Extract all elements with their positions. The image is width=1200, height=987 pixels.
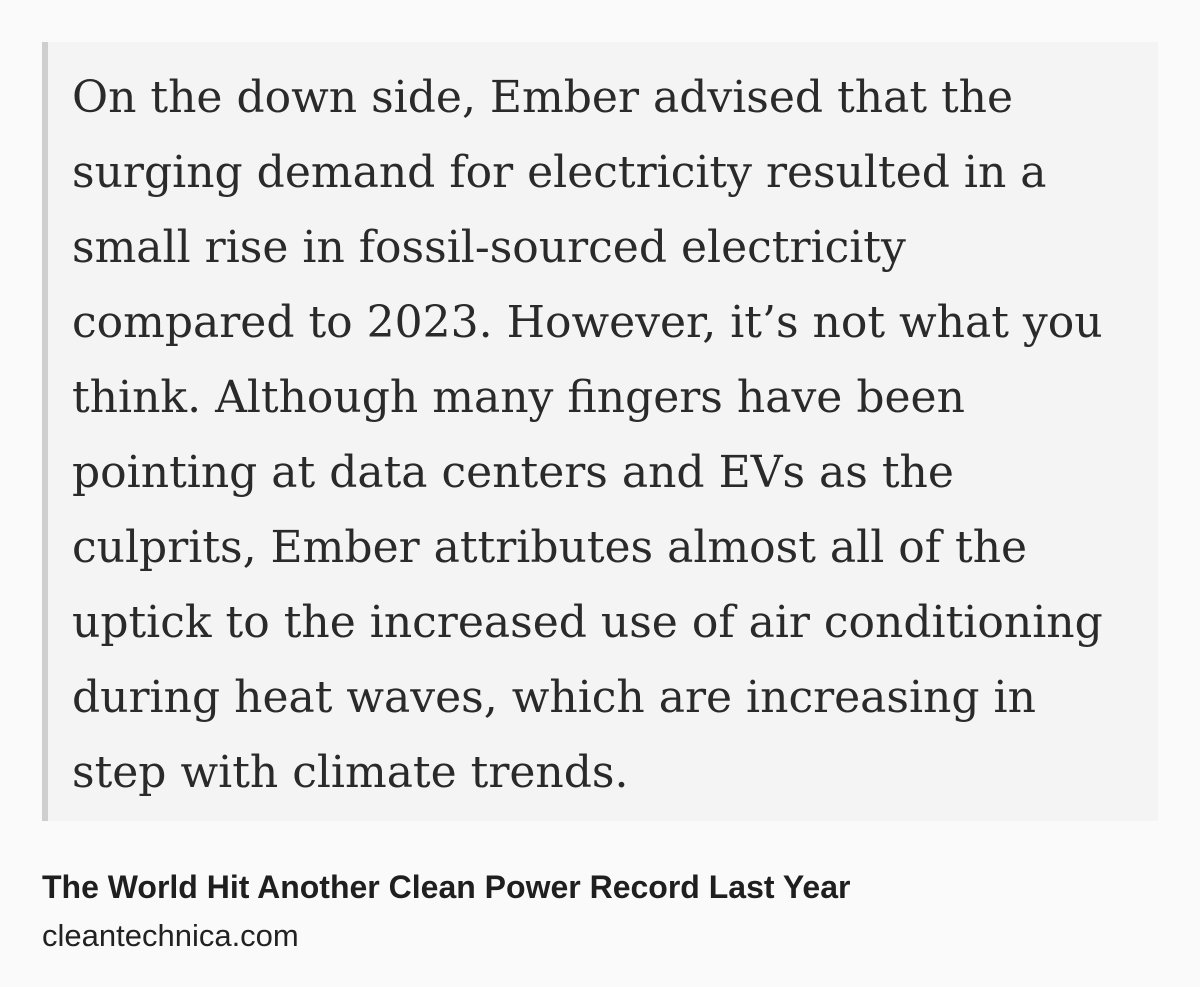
- link-preview[interactable]: The World Hit Another Clean Power Record…: [42, 866, 1158, 956]
- quote-line: step with climate trends.: [72, 747, 629, 798]
- quote-text: On the down side, Ember advised that the…: [72, 60, 1142, 810]
- quote-line: surging demand for electricity resulted …: [72, 147, 1047, 198]
- quote-line: compared to 2023. However, it’s not what…: [72, 297, 1103, 348]
- quote-line: pointing at data centers and EVs as the: [72, 447, 954, 498]
- quote-line: during heat waves, which are increasing …: [72, 672, 1036, 723]
- quote-line: culprits, Ember attributes almost all of…: [72, 522, 1028, 573]
- quote-line: uptick to the increased use of air condi…: [72, 597, 1103, 648]
- quote-line: think. Although many fingers have been: [72, 372, 965, 423]
- quote-line: small rise in fossil-sourced electricity: [72, 222, 906, 273]
- source-domain: cleantechnica.com: [42, 918, 299, 953]
- quote-line: On the down side, Ember advised that the: [72, 72, 1014, 123]
- blockquote-card: On the down side, Ember advised that the…: [42, 42, 1158, 821]
- article-title-link[interactable]: The World Hit Another Clean Power Record…: [42, 869, 851, 905]
